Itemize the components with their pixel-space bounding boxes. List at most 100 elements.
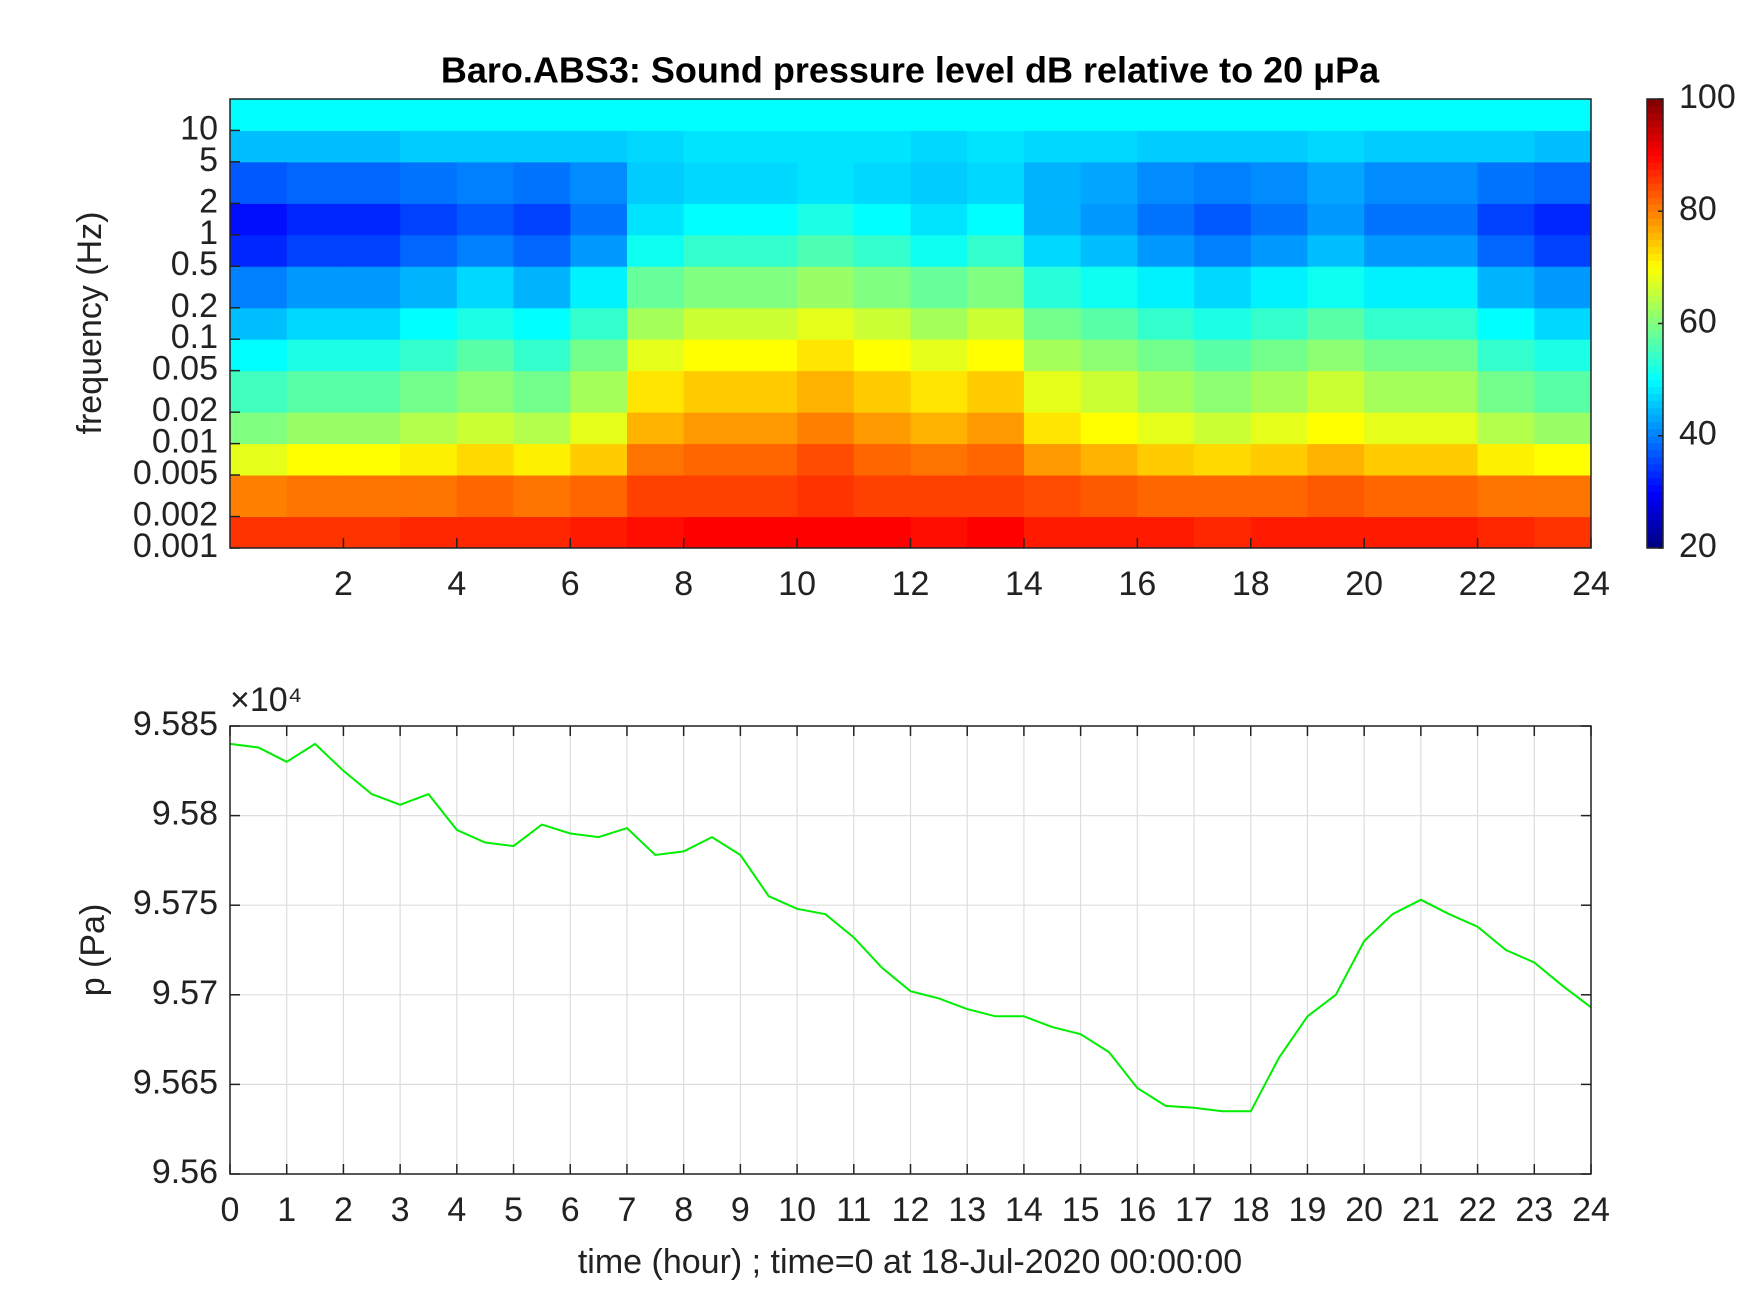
heat-cell <box>853 161 911 204</box>
heat-cell <box>1080 161 1138 204</box>
heat-cell <box>1364 339 1422 372</box>
heat-cell <box>343 161 401 204</box>
heat-cell <box>1534 307 1592 340</box>
x-tick-label: 24 <box>1572 565 1610 603</box>
heat-cell <box>1534 443 1592 476</box>
heat-cell <box>286 234 344 267</box>
heat-cell <box>1137 516 1195 549</box>
heat-cell <box>230 266 288 309</box>
heat-cell <box>1250 234 1308 267</box>
heat-cell <box>230 475 288 518</box>
colorbar-tick-label: 20 <box>1679 527 1717 565</box>
heat-cell <box>1534 234 1592 267</box>
heat-cell <box>1477 516 1535 549</box>
heat-cell <box>797 234 855 267</box>
heat-cell <box>740 130 798 163</box>
colorbar-swatch <box>1647 232 1663 240</box>
heat-cell <box>1307 161 1365 204</box>
heat-cell <box>1534 130 1592 163</box>
heat-cell <box>740 307 798 340</box>
y-tick-label: 2 <box>199 182 218 220</box>
heat-cell <box>967 266 1025 309</box>
heat-cell <box>797 266 855 309</box>
heat-cell <box>456 266 515 309</box>
colorbar-swatch <box>1647 190 1663 198</box>
heat-cell <box>570 234 628 267</box>
x-axis-label: time (hour) ; time=0 at 18-Jul-2020 00:0… <box>578 1243 1242 1281</box>
heat-cell <box>513 370 571 413</box>
heat-cell <box>513 412 571 445</box>
heat-cell <box>513 307 571 340</box>
colorbar-swatch <box>1647 309 1663 317</box>
heat-cell <box>1477 370 1535 413</box>
heat-cell <box>456 203 515 236</box>
colorbar-swatch <box>1647 239 1663 247</box>
heat-cell <box>286 203 344 236</box>
heat-cell <box>910 203 968 236</box>
colorbar-swatch <box>1647 204 1663 212</box>
heat-cell <box>1194 339 1252 372</box>
x-tick-label: 8 <box>674 1191 693 1229</box>
heat-cell <box>683 234 741 267</box>
heat-cell <box>797 475 855 518</box>
heat-cell <box>853 266 911 309</box>
colorbar-swatch <box>1647 456 1663 465</box>
heat-cell <box>740 203 798 236</box>
heat-cell <box>626 307 685 340</box>
heat-cell <box>1137 234 1195 267</box>
heat-cell <box>343 99 401 131</box>
heat-cell <box>1023 443 1082 476</box>
heat-cell <box>1250 307 1308 340</box>
x-tick-label: 10 <box>778 565 816 603</box>
heat-cell <box>967 307 1025 340</box>
heat-cell <box>853 412 911 445</box>
heat-cell <box>1194 443 1252 476</box>
heat-cell <box>797 130 855 163</box>
x-tick-label: 5 <box>504 1191 523 1229</box>
colorbar-swatch <box>1647 281 1663 289</box>
heat-cell <box>967 203 1025 236</box>
x-tick-label: 13 <box>948 1191 986 1229</box>
heat-cell <box>286 161 344 204</box>
heat-cell <box>400 412 458 445</box>
heat-cell <box>1250 266 1308 309</box>
y-tick-label: 0.02 <box>152 391 218 429</box>
heat-cell <box>683 203 741 236</box>
heat-cell <box>1307 370 1365 413</box>
colorbar-swatch <box>1647 274 1663 282</box>
heat-cell <box>1194 475 1252 518</box>
heat-cell <box>1534 266 1592 309</box>
heat-cell <box>230 370 288 413</box>
y-tick-label: 0.05 <box>152 350 218 388</box>
colorbar-swatch <box>1647 155 1663 163</box>
colorbar-swatch <box>1647 421 1663 430</box>
colorbar-swatch <box>1647 169 1663 177</box>
colorbar-swatch <box>1647 134 1663 142</box>
heat-cell <box>570 203 628 236</box>
colorbar-swatch <box>1647 491 1663 500</box>
heat-cell <box>626 130 685 163</box>
heat-cell <box>910 130 968 163</box>
heat-cell <box>910 266 968 309</box>
heat-cell <box>1534 203 1592 236</box>
heat-cell <box>853 443 911 476</box>
heat-cell <box>1420 130 1479 163</box>
x-tick-label: 18 <box>1232 1191 1270 1229</box>
heat-cell <box>1477 339 1535 372</box>
colorbar-swatch <box>1647 449 1663 458</box>
x-tick-label: 14 <box>1005 1191 1043 1229</box>
heat-cell <box>1137 203 1195 236</box>
colorbar-swatch <box>1647 358 1663 367</box>
x-tick-label: 7 <box>617 1191 636 1229</box>
colorbar-swatch <box>1647 526 1663 535</box>
heat-cell <box>1477 475 1535 518</box>
heat-cell <box>286 266 344 309</box>
heat-cell <box>1534 412 1592 445</box>
heat-cell <box>1137 370 1195 413</box>
y-axis-label: p (Pa) <box>74 904 112 997</box>
colorbar-swatch <box>1647 260 1663 268</box>
colorbar-swatch <box>1647 302 1663 310</box>
colorbar-swatch <box>1647 512 1663 521</box>
heat-cell <box>570 161 628 204</box>
heat-cell <box>1420 475 1479 518</box>
